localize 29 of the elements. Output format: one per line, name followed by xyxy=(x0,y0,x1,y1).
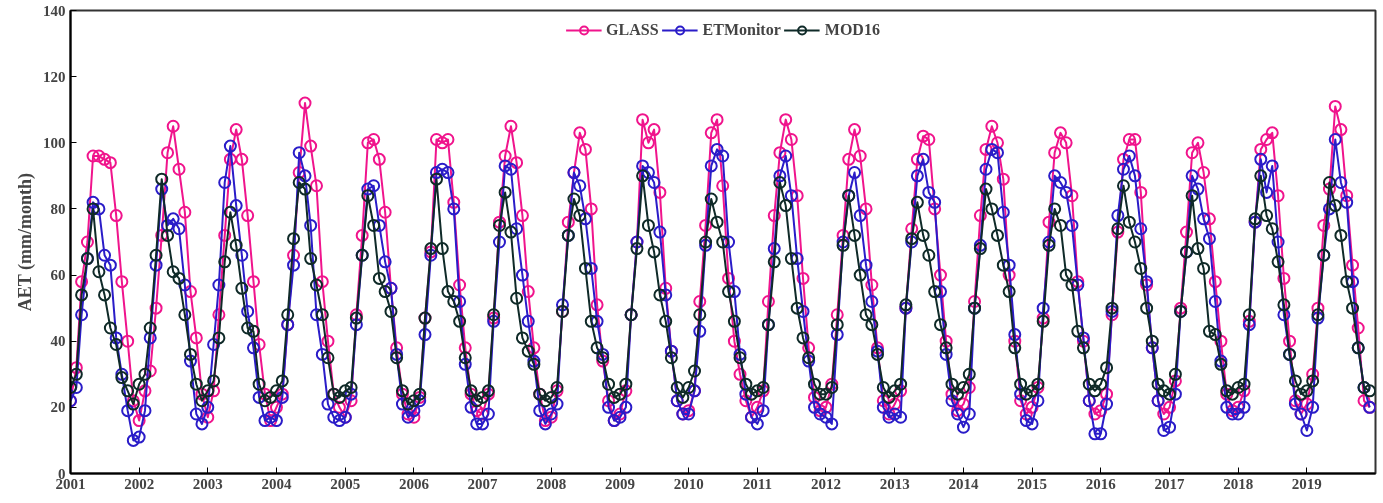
x-tick-label: 2019 xyxy=(1291,475,1322,492)
x-tick-label: 2018 xyxy=(1223,475,1254,492)
y-tick-label: 40 xyxy=(50,333,66,350)
y-tick-label: 20 xyxy=(50,399,66,416)
legend-label: ETMonitor xyxy=(702,21,781,39)
x-tick-label: 2012 xyxy=(810,475,841,492)
y-axis-title: AET (mm/month) xyxy=(15,173,36,312)
x-tick-label: 2006 xyxy=(398,475,430,492)
x-tick-label: 2008 xyxy=(536,475,567,492)
x-tick-label: 2004 xyxy=(261,475,292,492)
x-tick-label: 2007 xyxy=(467,475,499,492)
x-tick-label: 2005 xyxy=(330,475,361,492)
x-tick-label: 2003 xyxy=(192,475,223,492)
legend-label: GLASS xyxy=(606,21,659,39)
y-tick-label: 80 xyxy=(50,200,66,217)
legend-label: MOD16 xyxy=(824,21,880,39)
y-tick-label: 100 xyxy=(43,134,66,151)
y-tick-label: 120 xyxy=(43,68,66,85)
x-tick-label: 2014 xyxy=(948,475,979,492)
x-tick-label: 2017 xyxy=(1154,475,1186,492)
y-tick-label: 140 xyxy=(43,2,66,19)
x-tick-label: 2015 xyxy=(1017,475,1048,492)
x-tick-label: 2016 xyxy=(1085,475,1117,492)
x-tick-label: 2013 xyxy=(879,475,910,492)
y-tick-label: 60 xyxy=(50,267,66,284)
x-tick-label: 2002 xyxy=(124,475,155,492)
x-tick-label: 2010 xyxy=(673,475,704,492)
x-tick-label: 2011 xyxy=(742,475,772,492)
x-tick-label: 2009 xyxy=(605,475,636,492)
